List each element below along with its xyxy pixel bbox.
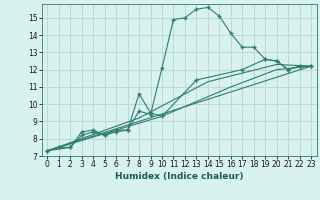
- X-axis label: Humidex (Indice chaleur): Humidex (Indice chaleur): [115, 172, 244, 181]
